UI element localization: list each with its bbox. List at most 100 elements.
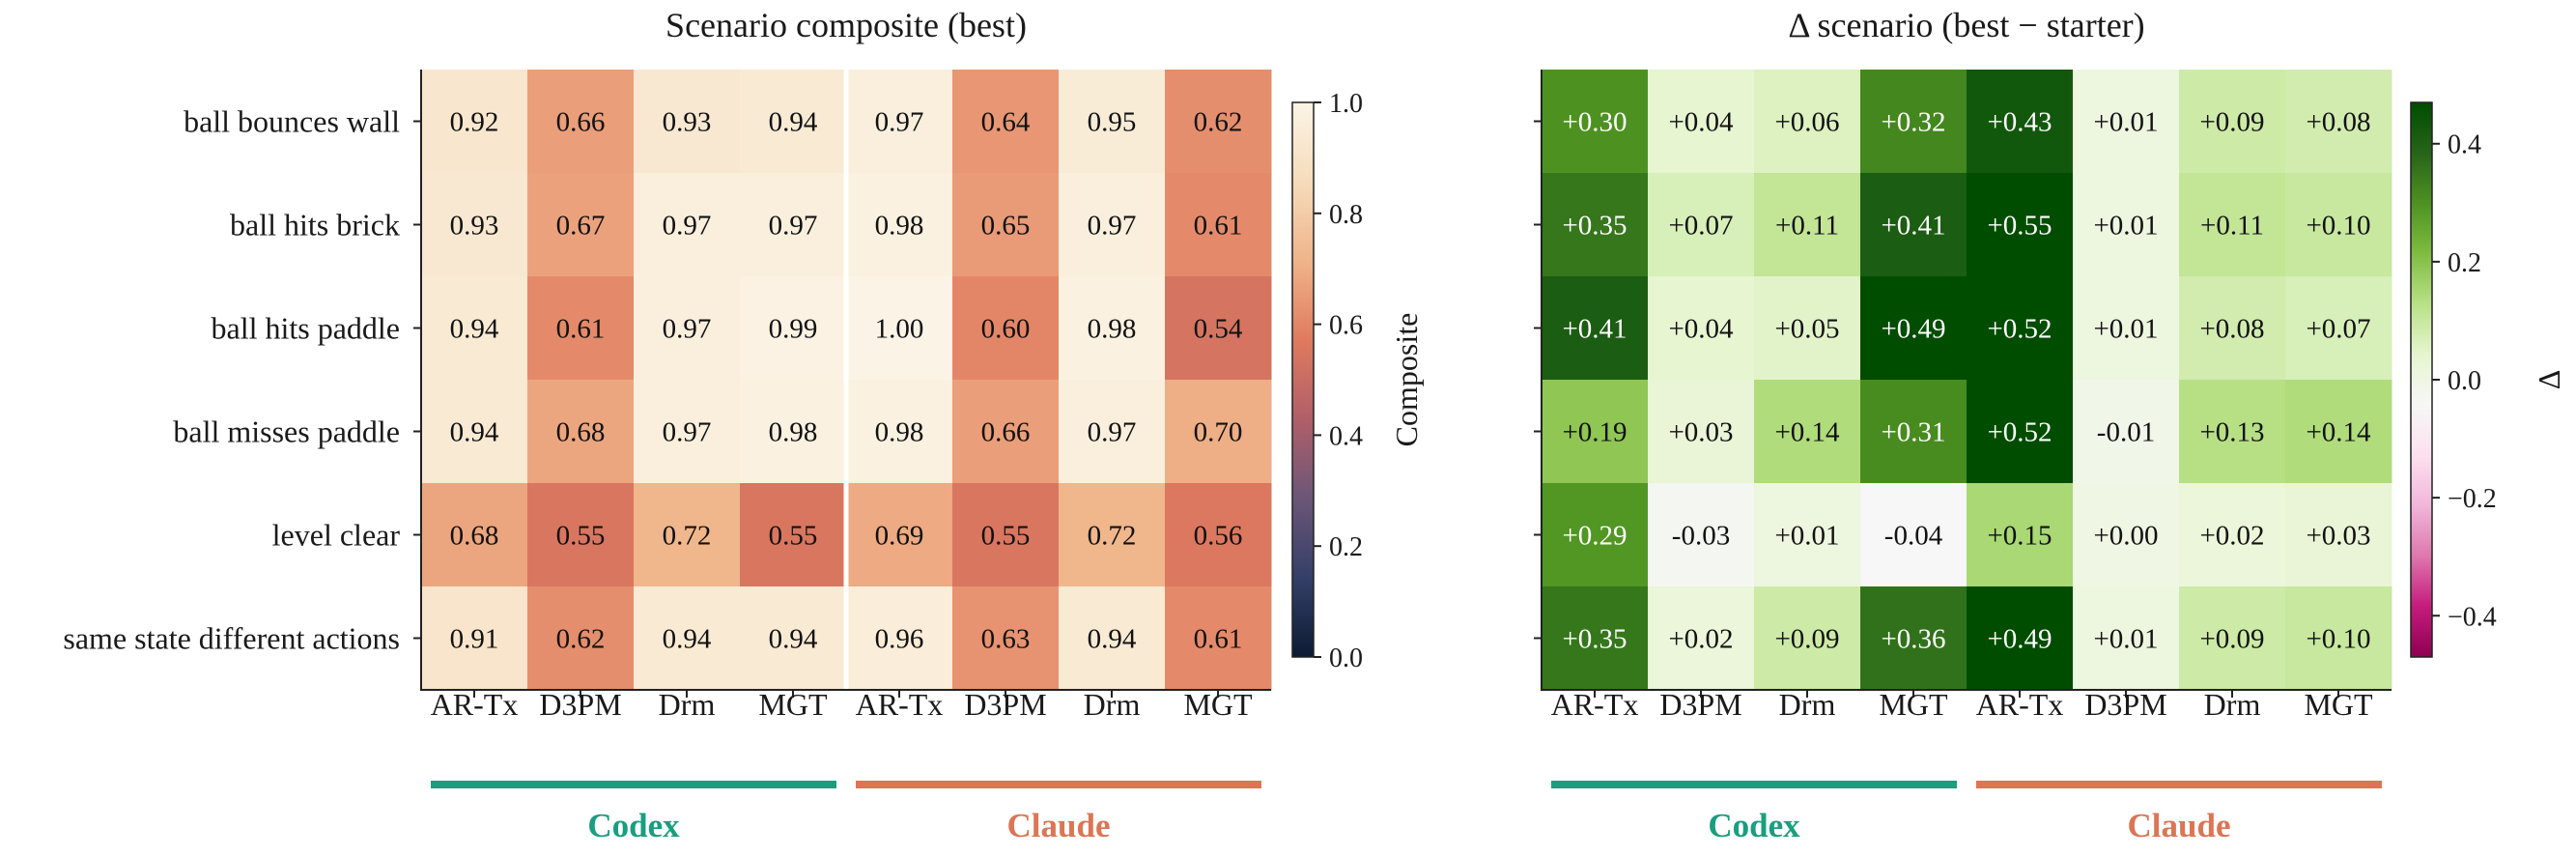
heatmap-cell [1542, 276, 1649, 381]
heatmap-cell [527, 483, 635, 587]
cell-value-label: +0.10 [2306, 624, 2370, 655]
cell-value-label: 0.98 [769, 417, 818, 448]
heatmap-cell [846, 173, 953, 277]
cell-value-label: 0.68 [450, 521, 499, 552]
cell-value-label: 0.55 [981, 521, 1031, 552]
colorbar-label: Δ [2532, 370, 2566, 390]
heatmap-cell [1648, 380, 1755, 484]
cell-value-label: +0.01 [2093, 211, 2158, 242]
colorbar: 0.0 0.2 0.4 0.6 0.8 1.0 Composite [1291, 89, 1424, 673]
heatmap-cell [421, 70, 528, 174]
row-label: ball bounces wall [184, 104, 400, 139]
heatmap-cell [421, 173, 528, 277]
heatmap-cell [1754, 70, 1861, 174]
column-label: Drm [1084, 687, 1141, 722]
cell-value-label: 0.92 [450, 107, 499, 138]
heatmap-cell [1059, 483, 1166, 587]
cell-value-label: 0.66 [556, 107, 606, 138]
column-label: D3PM [1659, 687, 1741, 722]
heatmap-cell [1860, 173, 1967, 277]
cell-value-label: 0.68 [556, 417, 606, 448]
cell-value-label: +0.49 [1881, 314, 1945, 345]
heatmap-cell [1967, 586, 2074, 691]
cell-value-label: 0.94 [1088, 624, 1137, 655]
colorbar-tick-label: 1.0 [1329, 89, 1363, 119]
heatmap-cell [1542, 380, 1649, 484]
cell-value-label: +0.14 [1774, 417, 1840, 448]
colorbar-tick-label: 0.4 [2448, 130, 2481, 160]
heatmap-cell [952, 173, 1060, 277]
column-label: MGT [1879, 687, 1948, 722]
heatmap-cell [2179, 380, 2286, 484]
heatmap-cell [634, 483, 741, 587]
cell-value-label: 0.97 [663, 417, 712, 448]
heatmap-cell [846, 483, 953, 587]
heatmap-cell [1165, 276, 1272, 381]
row-label: same state different actions [63, 621, 400, 656]
colorbar-tick-label: 0.8 [1329, 200, 1363, 230]
cell-value-label: +0.13 [2199, 417, 2264, 448]
heatmap-cell [2285, 586, 2392, 691]
heatmap-cell [421, 586, 528, 691]
cell-value-label: 0.63 [981, 624, 1031, 655]
colorbar-tick-label: 0.0 [1329, 643, 1363, 673]
heatmap-cell [1967, 483, 2074, 587]
row-label: ball hits brick [230, 208, 400, 243]
cell-value-label: 1.00 [875, 314, 924, 345]
column-label: D3PM [2084, 687, 2166, 722]
heatmap-cell [952, 70, 1060, 174]
heatmap-cell [740, 380, 847, 484]
heatmap-cell [2179, 276, 2286, 381]
column-label: AR-Tx [1551, 687, 1639, 722]
cell-value-label: 0.67 [556, 211, 606, 242]
colorbar: −0.4 −0.2 0.0 0.2 0.4 Δ [2410, 101, 2566, 658]
heatmap-cell [1165, 70, 1272, 174]
cell-value-label: 0.61 [556, 314, 606, 345]
cell-value-label: 0.94 [450, 314, 499, 345]
group-label-claude: Claude [2128, 807, 2231, 844]
cell-value-label: 0.94 [663, 624, 712, 655]
cell-value-label: 0.70 [1194, 417, 1243, 448]
column-label: D3PM [539, 687, 621, 722]
cell-value-label: +0.09 [1774, 624, 1839, 655]
heatmap-cell [2179, 483, 2286, 587]
cell-value-label: 0.60 [981, 314, 1031, 345]
cell-value-label: +0.03 [2306, 521, 2370, 552]
cell-value-label: 0.61 [1194, 211, 1243, 242]
cell-value-label: +0.52 [1987, 314, 2052, 345]
heatmap-cell [1059, 380, 1166, 484]
cell-value-label: +0.09 [2199, 107, 2264, 138]
cell-value-label: +0.07 [2306, 314, 2370, 345]
heatmap-cell [421, 483, 528, 587]
cell-value-label: 0.54 [1194, 314, 1243, 345]
cell-value-label: +0.11 [2200, 211, 2264, 242]
cell-value-label: +0.41 [1881, 211, 1945, 242]
heatmap-cell [952, 380, 1060, 484]
cell-value-label: 0.94 [769, 107, 818, 138]
cell-value-label: +0.09 [2199, 624, 2264, 655]
heatmap-cell [1542, 483, 1649, 587]
heatmap-cell [2073, 276, 2180, 381]
cell-value-label: 0.64 [981, 107, 1031, 138]
heatmap-cell [634, 586, 741, 691]
heatmap-cell [740, 70, 847, 174]
heatmap-cell [2073, 586, 2180, 691]
heatmap-cell [1967, 276, 2074, 381]
cell-value-label: 0.94 [769, 624, 818, 655]
chart-title: Δ scenario (best − starter) [1788, 6, 2144, 44]
heatmap-cell [2179, 173, 2286, 277]
cell-value-label: 0.95 [1088, 107, 1137, 138]
heatmap-cell [527, 586, 635, 691]
cell-value-label: +0.14 [2306, 417, 2371, 448]
heatmap-cell [740, 483, 847, 587]
cell-value-label: +0.31 [1881, 417, 1945, 448]
colorbar-bar [2410, 101, 2433, 658]
heatmap-cell [2285, 483, 2392, 587]
colorbar-tick-label: −0.4 [2448, 602, 2497, 632]
heatmap-cell [634, 70, 741, 174]
cell-value-label: +0.29 [1562, 521, 1627, 552]
heatmap-cell [1967, 173, 2074, 277]
heatmap-cell [2285, 70, 2392, 174]
heatmap-cell [846, 70, 953, 174]
